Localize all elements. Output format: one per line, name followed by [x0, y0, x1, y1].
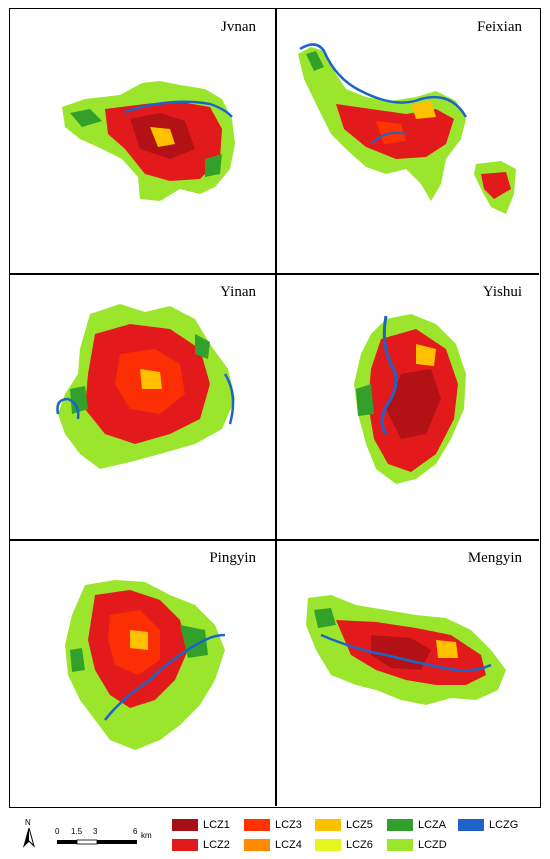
- panel-title: Pingyin: [209, 550, 256, 566]
- legend-swatch: [172, 819, 198, 831]
- panel-title: Yinan: [220, 284, 256, 300]
- panel-title: Jvnan: [221, 19, 256, 35]
- legend-item-lcz5: LCZ5: [315, 818, 373, 832]
- panel-yishui: Yishui: [276, 274, 540, 538]
- legend-label: LCZG: [489, 819, 519, 831]
- panel-mengyin: Mengyin: [276, 540, 540, 804]
- north-arrow-icon: [23, 828, 35, 848]
- scale-tick: 0: [55, 827, 60, 836]
- legend-item-lcz6: LCZ6: [315, 838, 373, 852]
- legend-item-lcza: LCZA: [387, 818, 446, 832]
- legend-label: LCZ5: [346, 819, 373, 831]
- panel-title: Yishui: [482, 284, 522, 300]
- legend-swatch: [387, 839, 413, 851]
- panel-title: Mengyin: [467, 550, 522, 566]
- legend-swatch: [387, 819, 413, 831]
- scale-tick: 6: [133, 827, 138, 836]
- legend-label: LCZ4: [275, 839, 302, 851]
- divider-horizontal-2: [10, 539, 539, 541]
- map-frame: [9, 8, 541, 808]
- scale-tick: 1.5: [71, 827, 83, 836]
- yishui-map: [354, 314, 466, 484]
- pingyin-map: [65, 580, 226, 750]
- scale-bar-graphic: [57, 839, 137, 845]
- panel-feixian: Feixian: [276, 9, 540, 273]
- legend-item-lcz4: LCZ4: [244, 838, 302, 852]
- feixian-map: [298, 43, 516, 214]
- legend-label: LCZD: [418, 839, 447, 851]
- legend-label: LCZ3: [275, 819, 302, 831]
- legend-swatch: [244, 839, 270, 851]
- north-label: N: [25, 818, 31, 827]
- scale-unit: km: [141, 831, 152, 840]
- legend-label: LCZ1: [203, 819, 230, 831]
- divider-vertical: [275, 9, 277, 806]
- legend-swatch: [315, 839, 341, 851]
- north-arrow: N: [22, 818, 36, 848]
- mengyin-map: [306, 595, 506, 705]
- legend-swatch: [458, 819, 484, 831]
- legend-item-lcz3: LCZ3: [244, 818, 302, 832]
- legend-swatch: [315, 819, 341, 831]
- legend-swatch: [244, 819, 270, 831]
- jvnan-map: [62, 81, 235, 201]
- legend-item-lczg: LCZG: [458, 818, 518, 832]
- yinan-map: [56, 304, 235, 469]
- scale-tick: 3: [93, 827, 98, 836]
- panel-jvnan: Jvnan: [10, 9, 274, 273]
- legend-label: LCZA: [418, 819, 447, 831]
- divider-horizontal-1: [10, 273, 539, 275]
- panel-pingyin: Pingyin: [10, 540, 274, 804]
- scale-bar: 0 1.5 3 6 km: [55, 827, 155, 847]
- legend-swatch: [172, 839, 198, 851]
- legend-label: LCZ2: [203, 839, 230, 851]
- legend-item-lcz2: LCZ2: [172, 838, 230, 852]
- panel-yinan: Yinan: [10, 274, 274, 538]
- legend-item-lczd: LCZD: [387, 838, 447, 852]
- legend-item-lcz1: LCZ1: [172, 818, 230, 832]
- panel-title: Feixian: [477, 19, 522, 35]
- legend-label: LCZ6: [346, 839, 373, 851]
